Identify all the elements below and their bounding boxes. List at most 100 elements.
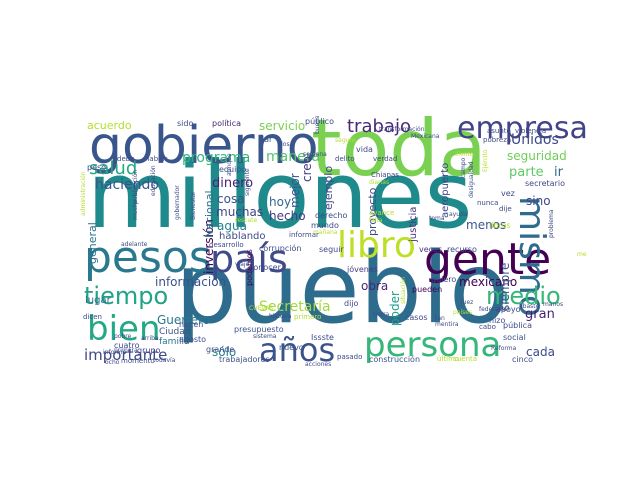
word-reforma: Reforma [491, 345, 517, 352]
word-hoy: hoy [269, 195, 292, 209]
word-publica: pública [503, 321, 532, 330]
word-agua: agua [217, 219, 247, 233]
word-construccion: construcción [369, 355, 421, 364]
word-menos: menos [466, 218, 507, 232]
word-violencia: violencia [515, 127, 547, 135]
word-cinco: cinco [512, 355, 533, 364]
word-falta: falta [369, 217, 383, 224]
word-buena: buena [314, 116, 321, 134]
word-pueblo: pueblo [175, 232, 510, 346]
word-grupo: grupo [137, 346, 161, 355]
word-gobierno: gobierno [89, 116, 319, 176]
word-verdad: verdad [373, 155, 398, 163]
word-apoyo: apoyo [496, 305, 521, 314]
word-vez: vez [501, 189, 515, 198]
word-todavia: todavía [153, 357, 176, 364]
word-jovenes: jóvenes [347, 265, 378, 274]
word-politica: política [212, 119, 242, 128]
word-pesos: pesos [84, 232, 212, 283]
word-tierra: tierra [373, 311, 390, 318]
word-mundo: mundo [311, 221, 339, 230]
word-haciendo: haciendo [95, 177, 159, 193]
word-libro: libro [337, 225, 416, 266]
word-viaje: viaje [235, 261, 250, 268]
word-programa: programa [182, 150, 251, 166]
word-manana: mañana [313, 229, 338, 236]
word-publico: público [305, 117, 334, 126]
word-empresa: empresa [457, 116, 587, 146]
word-pais: país [210, 237, 288, 281]
word-solo: sólo [212, 345, 237, 359]
word-salud: salud [89, 158, 138, 179]
word-recurso: recurso [447, 245, 477, 254]
word-guerrero: Guerrero [157, 313, 211, 327]
word-dos: dos [279, 141, 290, 148]
word-informacion: información [155, 275, 227, 289]
word-presupuesto: presupuesto [234, 325, 284, 334]
word-diarias: diarias [369, 179, 390, 186]
word-trabajadores: trabajadores [219, 355, 270, 364]
word-nunca: nunca [477, 199, 499, 207]
word-ciento: ciento [455, 151, 474, 158]
word-toda: toda [311, 116, 487, 194]
word-bienestar: Bienestar [190, 191, 197, 220]
word-educacion: educación [150, 165, 157, 196]
word-cuenta: cuenta [453, 355, 478, 363]
word-ejemplo: ejemplo [322, 165, 335, 210]
word-transformacion: transformación [379, 126, 425, 133]
word-avance: avance [369, 209, 395, 217]
word-pobre: pobre [114, 333, 132, 340]
word-campo: campo [460, 157, 467, 178]
word-creo: creo [300, 156, 314, 182]
word-rescate: rescate [235, 217, 258, 224]
word-primera: primera [114, 347, 138, 354]
word-gente: gente [424, 234, 552, 285]
word-mexicano: mexicano [459, 275, 518, 289]
word-obra: obra [361, 279, 389, 293]
word-agosto: agosto [179, 335, 207, 344]
word-dicen: dicen [83, 313, 102, 321]
word-aunque: aunque [226, 153, 233, 176]
word-hecho: hecho [269, 209, 306, 223]
word-ciudad: Ciudad [159, 327, 191, 337]
word-pasado: pasado [337, 353, 363, 361]
word-derecho: derecho [315, 211, 348, 220]
word-paises: países [453, 309, 473, 316]
word-primero: primero [294, 313, 322, 321]
word-delito: delito [335, 155, 355, 163]
word-arriba: arriba [141, 335, 159, 342]
word-mentira: mentira [435, 321, 459, 328]
word-secretaria: Secretaría [259, 299, 331, 315]
word-dije: dije [499, 205, 512, 213]
word-muchas: muchas [216, 205, 264, 219]
word-sino: sino [526, 194, 551, 208]
word-trabajo: trabajo [347, 116, 411, 137]
word-libros: libros [489, 221, 511, 230]
word-persona: persona [364, 325, 502, 365]
word-unidos: Unidos [511, 132, 559, 148]
word-momento: momento [121, 357, 155, 365]
word-informe: informe [103, 349, 127, 356]
word-siempre: siempre [498, 262, 512, 311]
word-millones: millones [87, 142, 473, 249]
word-seguro: seguro [335, 137, 356, 144]
word-sido: sido [177, 119, 194, 128]
word-casos: casos [405, 313, 428, 322]
word-ir: ir [554, 165, 563, 180]
word-ocho: ocho [105, 359, 120, 366]
word-acuerdo: acuerdo [87, 119, 132, 132]
word-secretario: secretario [525, 179, 565, 188]
word-toma: toma [429, 215, 445, 222]
word-anos: años [259, 331, 336, 368]
word-situacion: situación [400, 276, 407, 304]
word-desarrollo: desarrollo [209, 241, 244, 249]
word-chiapas: Chiapas [371, 171, 399, 179]
word-parte: parte [509, 165, 544, 180]
word-semana: semana [303, 151, 327, 158]
word-bien: bien [87, 309, 161, 349]
word-adelante: adelante [121, 241, 148, 248]
word-corrupcion: corrupción [259, 244, 302, 253]
word-servicio: servicio [259, 119, 306, 133]
word-acciones: acciones [305, 361, 332, 368]
word-seguir: seguir [319, 245, 344, 254]
